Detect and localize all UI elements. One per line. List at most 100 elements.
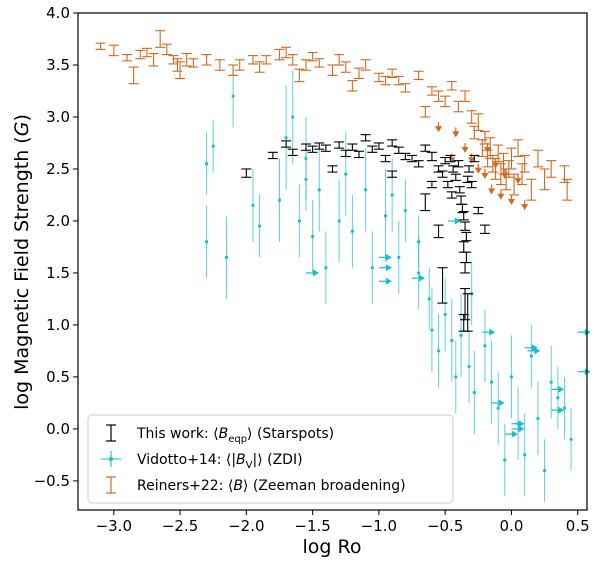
zdi-point xyxy=(284,136,288,140)
legend-label-symbol: B xyxy=(233,478,243,494)
y-tick-label: 0.0 xyxy=(46,420,70,438)
zdi-point xyxy=(383,214,388,218)
zdi-limit-head xyxy=(584,368,591,376)
legend-label-subscript: eqp xyxy=(228,434,247,445)
zeeman-limit-head xyxy=(521,204,529,211)
legend-marker-point xyxy=(109,457,113,461)
zdi-point xyxy=(311,234,315,239)
zdi-limit-head xyxy=(511,430,518,438)
zdi-point xyxy=(350,229,354,233)
legend-label: Reiners+22: ⟨B⟩ (Zeeman broadening) xyxy=(137,478,406,494)
zdi-point xyxy=(231,94,235,98)
legend-box xyxy=(87,414,454,504)
zeeman-limit-head xyxy=(488,188,496,195)
y-tick-label: 2.5 xyxy=(46,160,70,178)
zdi-point xyxy=(324,266,328,270)
zdi-point xyxy=(417,240,421,244)
zdi-point xyxy=(443,312,447,317)
y-tick-label: 1.0 xyxy=(46,316,70,334)
zdi-point xyxy=(297,219,301,223)
y-tick-label: 0.5 xyxy=(46,368,70,386)
zdi-point xyxy=(257,224,262,228)
zdi-point xyxy=(317,188,321,192)
zeeman-limit-head xyxy=(481,172,489,179)
y-axis-label: log Magnetic Field Strength (G) xyxy=(11,114,33,410)
legend-label: Vidotto+14: ⟨|BV|⟩ (ZDI) xyxy=(137,452,303,471)
y-tick-label: 2.0 xyxy=(46,212,70,230)
legend-label-pre: This work: ⟨ xyxy=(136,426,219,442)
zdi-point xyxy=(397,255,401,259)
zdi-point xyxy=(549,380,553,384)
x-tick-label: −2.5 xyxy=(162,517,198,535)
zdi-limit-head xyxy=(419,274,426,282)
zeeman-limit-head xyxy=(492,162,500,169)
zdi-point xyxy=(562,406,567,410)
legend: This work: ⟨Beqp⟩ (Starspots)Vidotto+14:… xyxy=(87,414,454,504)
y-axis-label-close: ) xyxy=(11,114,33,121)
x-tick-label: −2.0 xyxy=(228,517,264,535)
zdi-limit-head xyxy=(489,328,496,336)
y-tick-label: 1.5 xyxy=(46,264,70,282)
zeeman-limit-head xyxy=(474,167,482,174)
zdi-point xyxy=(503,458,507,462)
zdi-point xyxy=(291,115,295,119)
zdi-point xyxy=(467,364,471,369)
zeeman-limit-head xyxy=(484,146,492,153)
zdi-point xyxy=(417,271,421,275)
zdi-point xyxy=(496,406,500,410)
zdi-limit-head xyxy=(518,425,525,433)
y-axis-label-unit: G xyxy=(11,122,33,137)
zdi-point xyxy=(390,193,394,197)
legend-label-symbol: B xyxy=(219,426,229,442)
zdi-limit-head xyxy=(558,406,565,414)
legend-label-symbol: B xyxy=(236,452,246,468)
zdi-point xyxy=(556,396,560,400)
zeeman-limit-head xyxy=(507,198,515,205)
y-tick-label: 3.0 xyxy=(46,108,70,126)
zdi-point xyxy=(204,162,209,166)
zeeman-limit-head xyxy=(514,178,522,185)
zdi-limit-head xyxy=(584,328,591,336)
zdi-point xyxy=(529,354,533,358)
zdi-point xyxy=(436,349,441,353)
zdi-limit-head xyxy=(454,217,461,225)
zeeman-limit-head xyxy=(461,146,469,153)
y-tick-label: 4.0 xyxy=(46,4,70,22)
zdi-point xyxy=(430,328,434,332)
x-tick-label: 0.0 xyxy=(500,517,524,535)
zdi-point xyxy=(483,344,487,348)
y-tick-label: −0.5 xyxy=(34,472,70,490)
plot-frame xyxy=(77,12,588,511)
x-tick-label: −1.0 xyxy=(361,517,397,535)
zeeman-limit-head xyxy=(501,172,509,179)
zdi-limit-head xyxy=(518,420,525,428)
zdi-point xyxy=(403,208,408,213)
zdi-point xyxy=(454,375,458,379)
legend-label-post: ⟩ (Starspots) xyxy=(247,426,334,442)
zdi-point xyxy=(251,203,255,207)
zdi-point xyxy=(536,416,540,421)
x-tick-label: −3.0 xyxy=(96,517,132,535)
data-marks xyxy=(95,30,591,502)
zdi-point xyxy=(344,172,348,176)
legend-label-pre: Reiners+22: ⟨ xyxy=(137,478,233,494)
zdi-point xyxy=(489,380,494,384)
zdi-point xyxy=(542,468,547,473)
y-axis: −0.5 0.0 0.5 1.0 1.5 2.0 2.5 3.0 3.5 4.0 xyxy=(34,4,78,490)
zdi-point xyxy=(224,255,229,259)
zeeman-limit-head xyxy=(435,126,443,133)
zdi-point xyxy=(204,240,209,244)
zdi-point xyxy=(427,297,431,301)
zdi-point xyxy=(370,266,374,270)
zdi-limit-head xyxy=(385,264,392,272)
legend-label: This work: ⟨Beqp⟩ (Starspots) xyxy=(136,426,334,445)
zdi-point xyxy=(337,219,341,223)
zdi-point xyxy=(211,144,215,148)
zdi-point xyxy=(450,338,454,343)
legend-label-pre: Vidotto+14: ⟨| xyxy=(137,452,236,468)
zdi-point xyxy=(304,177,308,181)
y-tick-label: 3.5 xyxy=(46,56,70,74)
zdi-point xyxy=(364,188,368,192)
zdi-point xyxy=(509,375,514,379)
